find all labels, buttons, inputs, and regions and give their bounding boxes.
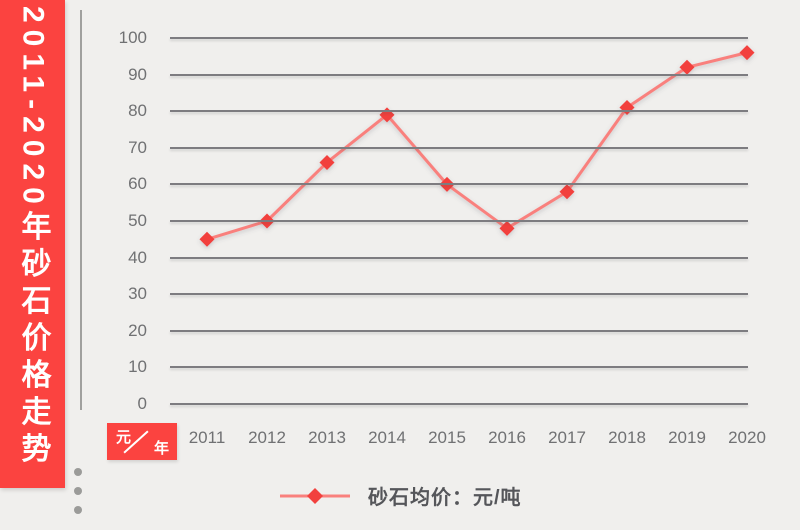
y-axis-line bbox=[80, 10, 82, 410]
y-axis-label: 90 bbox=[128, 64, 147, 84]
y-axis-label: 40 bbox=[128, 247, 147, 267]
x-axis-label: 2015 bbox=[428, 428, 466, 447]
gridline bbox=[170, 183, 748, 186]
gridline bbox=[170, 329, 748, 332]
x-axis-label: 2014 bbox=[368, 428, 406, 447]
gridline bbox=[170, 256, 748, 259]
gridline bbox=[170, 110, 748, 113]
y-axis-label: 10 bbox=[128, 357, 147, 377]
data-point-diamond bbox=[199, 231, 215, 247]
decorative-dots bbox=[74, 468, 82, 514]
x-axis-label: 2017 bbox=[548, 428, 586, 447]
data-point-diamond bbox=[739, 45, 755, 61]
legend-label: 砂石均价：元/吨 bbox=[368, 487, 522, 509]
gridline bbox=[170, 403, 748, 405]
dot-icon bbox=[74, 487, 82, 495]
y-axis-label: 0 bbox=[137, 394, 147, 413]
y-axis-label: 60 bbox=[128, 174, 147, 194]
data-point-diamond bbox=[559, 184, 575, 200]
gridline bbox=[170, 293, 748, 296]
x-axis-label: 2018 bbox=[608, 428, 646, 447]
gridline bbox=[170, 220, 748, 222]
unit-denominator: 年 bbox=[153, 440, 169, 457]
x-axis-label: 2020 bbox=[728, 428, 766, 447]
x-axis-label: 2019 bbox=[668, 428, 706, 447]
x-axis-label: 2011 bbox=[188, 428, 226, 447]
dot-icon bbox=[74, 468, 82, 476]
y-axis-label: 100 bbox=[118, 28, 147, 47]
data-point-diamond bbox=[619, 100, 635, 116]
data-point-diamond bbox=[319, 154, 335, 170]
x-axis-label: 2013 bbox=[308, 428, 346, 447]
page-title: 2011-2020年砂石价格走势 bbox=[16, 6, 50, 470]
x-axis-label: 2016 bbox=[488, 428, 526, 447]
y-axis-label: 20 bbox=[128, 320, 147, 340]
data-point-diamond bbox=[499, 220, 515, 236]
y-axis-label: 50 bbox=[128, 211, 147, 230]
legend: 砂石均价：元/吨 bbox=[280, 481, 522, 510]
gridline bbox=[170, 73, 748, 76]
y-axis-label: 80 bbox=[128, 101, 147, 121]
axis-unit-badge: 元 年 bbox=[107, 423, 177, 460]
title-banner: 2011-2020年砂石价格走势 bbox=[0, 0, 65, 488]
legend-line-diamond-icon bbox=[280, 487, 350, 504]
gridline bbox=[170, 146, 748, 149]
x-axis-label: 2012 bbox=[248, 428, 286, 447]
gridline bbox=[170, 366, 748, 369]
y-axis-label: 70 bbox=[128, 137, 147, 157]
y-axis-label: 30 bbox=[128, 284, 147, 304]
gridline bbox=[170, 37, 748, 39]
data-point-diamond bbox=[679, 59, 695, 75]
dot-icon bbox=[74, 506, 82, 514]
unit-numerator: 元 bbox=[116, 429, 132, 446]
